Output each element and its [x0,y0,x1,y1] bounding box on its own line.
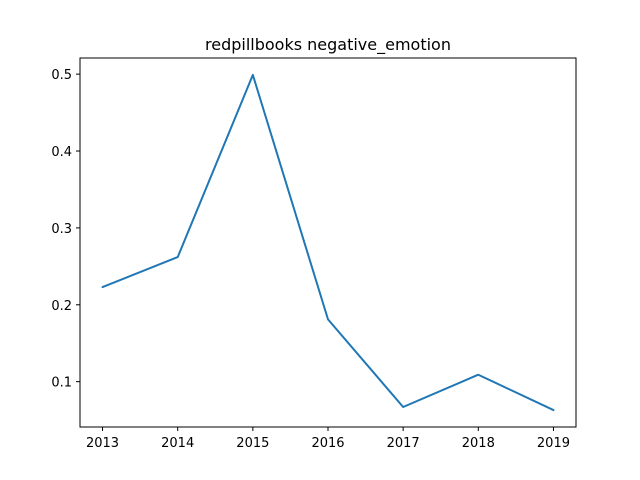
plot-area [79,57,577,428]
x-tick-label: 2013 [86,436,119,451]
chart-title: redpillbooks negative_emotion [205,35,451,55]
y-axis: 0.1 0.2 0.3 0.4 0.5 [51,68,80,391]
x-tick-label: 2018 [462,436,495,451]
y-tick-label: 0.3 [51,222,72,237]
y-tick-label: 0.4 [51,145,72,160]
y-tick-label: 0.2 [51,299,72,314]
y-tick-label: 0.5 [51,68,72,83]
series-line [101,73,555,412]
x-tick-label: 2017 [387,436,420,451]
x-tick-label: 2019 [537,436,570,451]
x-tick-label: 2014 [161,436,194,451]
y-tick-label: 0.1 [51,376,72,391]
x-tick-label: 2015 [236,436,269,451]
x-tick-label: 2016 [311,436,344,451]
x-axis: 2013 2014 2015 2016 2017 2018 2019 [86,427,570,451]
